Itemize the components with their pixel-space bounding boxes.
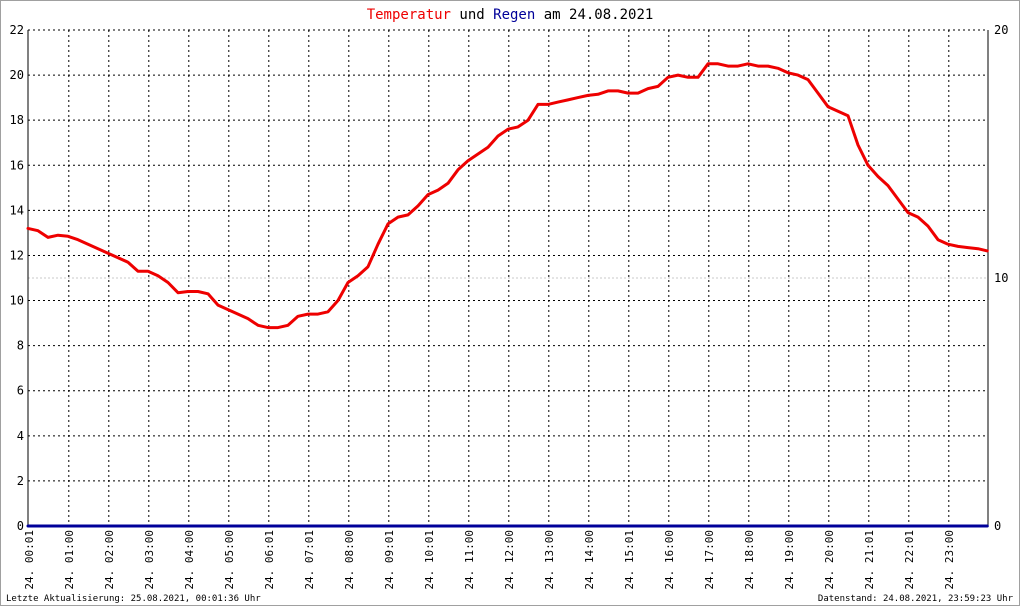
y-left-tick-label: 22 — [10, 23, 24, 37]
x-tick-label: 24. 23:00 — [943, 530, 956, 590]
y-right-tick-label: 20 — [994, 23, 1008, 37]
series-group — [26, 62, 989, 528]
y-left-tick-label: 2 — [17, 474, 24, 488]
y-left-tick-label: 10 — [10, 294, 24, 308]
y-left-tick-label: 20 — [10, 68, 24, 82]
x-tick-label: 24. 08:00 — [343, 530, 356, 590]
x-tick-label: 24. 05:00 — [223, 530, 236, 590]
x-tick-label: 24. 04:00 — [183, 530, 196, 590]
x-tick-label: 24. 06:01 — [263, 530, 276, 590]
x-tick-label: 24. 14:00 — [583, 530, 596, 590]
x-tick-label: 24. 12:00 — [503, 530, 516, 590]
temperature-line — [26, 62, 989, 330]
x-tick-label: 24. 07:01 — [303, 530, 316, 590]
y-right-tick-label: 0 — [994, 519, 1001, 533]
y-left-tick-label: 12 — [10, 248, 24, 262]
grid — [28, 29, 988, 526]
x-tick-label: 24. 21:01 — [863, 530, 876, 590]
y-left-tick-label: 18 — [10, 113, 24, 127]
y-axis-left-ticks: 0 2 4 6 8 10 12 14 16 18 20 22 — [10, 23, 24, 533]
x-tick-label: 24. 13:00 — [543, 530, 556, 590]
x-tick-label: 24. 20:00 — [823, 530, 836, 590]
y-left-tick-label: 0 — [17, 519, 24, 533]
title-and: und — [451, 7, 493, 23]
y-left-tick-label: 4 — [17, 429, 24, 443]
footer-data-status: Datenstand: 24.08.2021, 23:59:23 Uhr — [818, 594, 1014, 604]
x-tick-label: 24. 22:01 — [903, 530, 916, 590]
chart-title: Temperatur und Regen am 24.08.2021 — [367, 7, 654, 23]
x-tick-label: 24. 15:01 — [623, 530, 636, 590]
x-tick-label: 24. 00:01 — [23, 530, 36, 590]
title-rain: Regen — [493, 7, 535, 23]
x-tick-label: 24. 09:01 — [383, 530, 396, 590]
x-tick-label: 24. 17:00 — [703, 530, 716, 590]
y-left-tick-label: 16 — [10, 158, 24, 172]
x-tick-label: 24. 19:00 — [783, 530, 796, 590]
title-temperature: Temperatur — [367, 7, 451, 23]
y-right-tick-label: 10 — [994, 271, 1008, 285]
y-left-tick-label: 6 — [17, 384, 24, 398]
x-tick-label: 24. 01:00 — [63, 530, 76, 590]
y-left-tick-label: 8 — [17, 339, 24, 353]
x-tick-label: 24. 03:00 — [143, 530, 156, 590]
x-tick-label: 24. 16:00 — [663, 530, 676, 590]
x-tick-label: 24. 18:00 — [743, 530, 756, 590]
x-axis-ticks: 24. 00:01 24. 01:00 24. 02:00 24. 03:00 24. … — [23, 530, 956, 590]
footer-last-update: Letzte Aktualisierung: 25.08.2021, 00:01… — [6, 594, 261, 604]
x-tick-label: 24. 10:01 — [423, 530, 436, 590]
x-tick-label: 24. 02:00 — [103, 530, 116, 590]
title-date: am 24.08.2021 — [535, 7, 653, 23]
y-left-tick-label: 14 — [10, 203, 24, 217]
x-tick-label: 24. 11:00 — [463, 530, 476, 590]
y-axis-right-ticks: 0 10 20 — [994, 23, 1008, 533]
